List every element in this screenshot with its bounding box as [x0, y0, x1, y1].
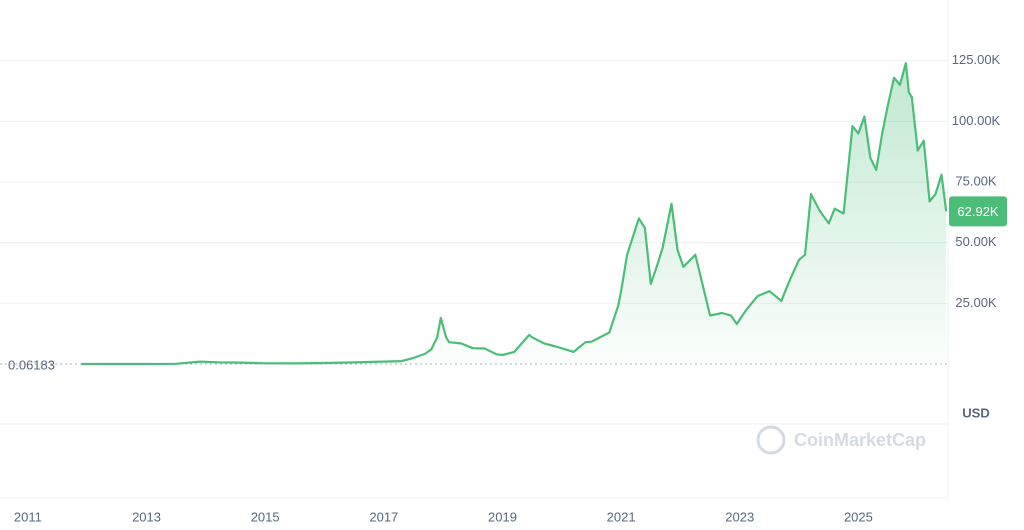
watermark-text: CoinMarketCap — [794, 430, 926, 450]
watermark-logo — [756, 425, 786, 455]
y-tick-label: 125.00K — [952, 52, 1001, 67]
current-price-badge — [949, 196, 1007, 227]
x-tick-label: 2015 — [251, 509, 280, 524]
y-tick-label: 50.00K — [955, 234, 997, 249]
start-price-label: 0.06183 — [8, 357, 55, 372]
current-price-label: 62.92K — [957, 204, 999, 219]
y-tick-label: 75.00K — [955, 173, 997, 188]
y-tick-label: 25.00K — [955, 295, 997, 310]
y-tick-label: 100.00K — [952, 113, 1001, 128]
x-tick-label: 2021 — [607, 509, 636, 524]
x-tick-label: 2019 — [488, 509, 517, 524]
x-tick-label: 2023 — [725, 509, 754, 524]
x-tick-label: 2011 — [14, 509, 42, 524]
x-tick-label: 2013 — [132, 509, 161, 524]
currency-label: USD — [962, 405, 989, 420]
watermark: CoinMarketCap — [756, 425, 926, 455]
price-line — [81, 62, 948, 366]
x-tick-label: 2017 — [369, 509, 398, 524]
x-tick-label: 2025 — [844, 509, 873, 524]
price-area — [81, 63, 947, 364]
